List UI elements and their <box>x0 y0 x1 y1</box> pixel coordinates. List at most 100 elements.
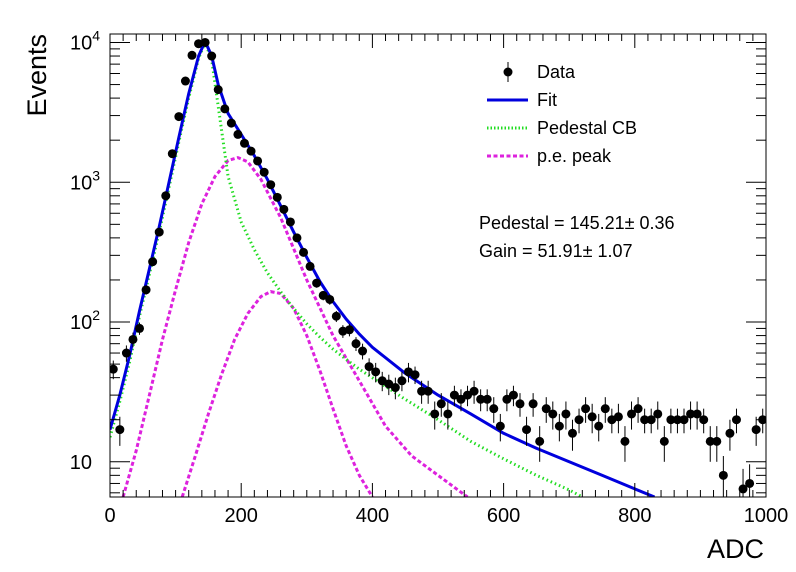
gain-annotation: Gain = 51.91± 1.07 <box>479 241 633 261</box>
data-point <box>207 51 217 61</box>
data-point <box>128 334 138 344</box>
data-point <box>528 399 538 409</box>
data-point <box>253 156 263 166</box>
data-point <box>646 415 656 425</box>
data-point <box>600 404 610 414</box>
data-point <box>456 394 466 404</box>
data-point <box>325 294 335 304</box>
data-point <box>515 399 525 409</box>
series-fit-curve <box>110 39 656 497</box>
data-point <box>220 104 230 114</box>
legend-label-data: Data <box>537 62 576 82</box>
data-point <box>259 167 269 177</box>
curves-layer <box>110 39 656 497</box>
x-axis-title: ADC <box>707 534 764 564</box>
axis-labels: 0 200 400 600 800 1000 10 102 103 104 <box>70 27 789 527</box>
data-point <box>620 436 630 446</box>
data-point <box>154 227 164 237</box>
data-point <box>292 233 302 243</box>
data-point <box>299 247 309 257</box>
data-point <box>561 409 571 419</box>
x-tick-label: 1000 <box>744 505 789 527</box>
data-point <box>712 436 722 446</box>
data-point <box>587 412 597 422</box>
data-point <box>653 409 663 419</box>
data-point <box>115 425 125 435</box>
y-tick-label: 103 <box>70 167 100 194</box>
data-point <box>581 404 591 414</box>
data-point <box>502 394 512 404</box>
data-point <box>718 470 728 480</box>
data-point <box>266 180 276 190</box>
series-p-e-peak-2nd-curve <box>180 290 374 497</box>
data-point <box>535 436 545 446</box>
data-point <box>679 415 689 425</box>
data-point <box>312 278 322 288</box>
data-point <box>180 76 190 86</box>
data-point <box>213 85 223 95</box>
data-point <box>233 129 243 139</box>
data-point <box>567 428 577 438</box>
data-point <box>167 149 177 159</box>
data-point <box>436 399 446 409</box>
data-point <box>110 364 118 374</box>
data-point <box>633 404 643 414</box>
data-point <box>659 436 669 446</box>
axis-ticks <box>109 34 767 497</box>
data-point <box>344 325 354 335</box>
data-point <box>410 370 420 380</box>
data-point <box>541 404 551 414</box>
y-axis-title: Events <box>22 34 52 117</box>
data-point <box>554 421 564 431</box>
legend-label-pedestal: Pedestal CB <box>537 118 637 138</box>
data-point <box>495 421 505 431</box>
x-tick-label: 0 <box>104 505 115 527</box>
data-point <box>358 346 368 356</box>
data-point <box>200 37 210 47</box>
data-point <box>430 409 440 419</box>
data-point <box>738 484 748 494</box>
data-point <box>463 390 473 400</box>
y-tick-label: 10 <box>70 452 92 474</box>
data-point <box>318 290 328 300</box>
data-point <box>699 415 709 425</box>
legend: Data Fit Pedestal CB p.e. peak <box>487 62 637 166</box>
data-point <box>390 383 400 393</box>
x-tick-label: 600 <box>487 505 520 527</box>
data-points-layer <box>110 37 766 497</box>
data-point <box>417 386 427 396</box>
data-point <box>574 415 584 425</box>
data-point <box>751 425 761 435</box>
data-point <box>121 348 131 358</box>
data-point <box>745 478 755 488</box>
data-point <box>397 376 407 386</box>
data-point <box>548 409 558 419</box>
data-point <box>331 311 341 321</box>
data-point <box>279 204 289 214</box>
data-point <box>469 386 479 396</box>
pedestal-annotation: Pedestal = 145.21± 0.36 <box>479 213 675 233</box>
data-point <box>613 412 623 422</box>
legend-label-fit: Fit <box>537 90 557 110</box>
data-point <box>666 415 676 425</box>
data-point <box>148 257 158 267</box>
data-point <box>141 285 151 295</box>
data-point <box>522 425 532 435</box>
data-point <box>239 138 249 148</box>
data-point <box>594 421 604 431</box>
data-point <box>508 390 518 400</box>
data-point <box>449 390 459 400</box>
data-point <box>423 386 433 396</box>
data-point <box>640 415 650 425</box>
data-point <box>161 191 171 201</box>
data-point <box>692 409 702 419</box>
x-tick-label: 200 <box>225 505 258 527</box>
legend-label-pe: p.e. peak <box>537 146 612 166</box>
x-tick-label: 800 <box>618 505 651 527</box>
data-point <box>272 192 282 202</box>
data-point <box>135 323 145 333</box>
legend-data-marker <box>503 67 513 77</box>
data-point <box>174 112 184 122</box>
